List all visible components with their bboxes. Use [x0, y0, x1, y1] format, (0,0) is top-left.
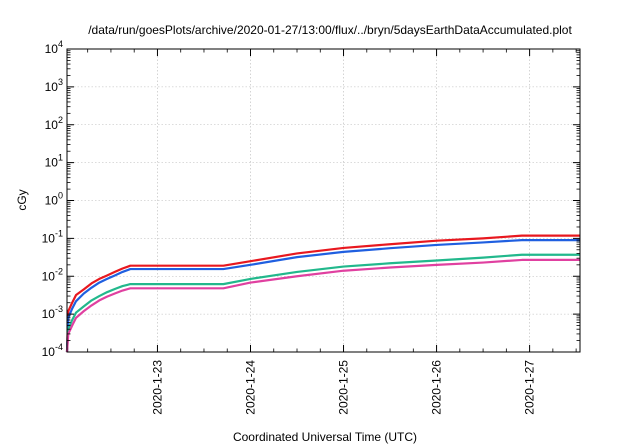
y-tick-label: 103 [45, 77, 63, 94]
y-tick-label: 10-3 [42, 304, 63, 321]
series-line-2 [65, 239, 580, 353]
x-axis-label: Coordinated Universal Time (UTC) [233, 430, 417, 444]
series-line-1 [65, 234, 580, 353]
x-tick-label: 2020-1-24 [243, 360, 257, 415]
y-axis-label: cGy [15, 189, 29, 210]
x-tick-label: 2020-1-25 [337, 360, 351, 415]
chart-title: /data/run/goesPlots/archive/2020-01-27/1… [88, 23, 572, 37]
y-tick-label: 10-1 [42, 228, 63, 245]
y-tick-label: 10-2 [42, 266, 63, 283]
y-tick-label: 101 [45, 153, 63, 170]
y-tick-label: 100 [45, 191, 63, 208]
series-layer [65, 234, 580, 353]
x-tick-label: 2020-1-23 [150, 360, 164, 415]
x-tick-label: 2020-1-26 [430, 360, 444, 415]
series-line-3 [65, 253, 580, 353]
y-axis-ticks: 10-4 10-3 10-2 10-1 100 101 102 103 104 [42, 39, 580, 359]
x-tick-label: 2020-1-27 [523, 360, 537, 415]
y-tick-label: 102 [45, 115, 63, 132]
y-tick-label: 104 [45, 39, 63, 56]
grid [67, 49, 580, 352]
x-axis-ticks: 2020-1-23 2020-1-24 2020-1-25 2020-1-26 2020… [87, 49, 577, 415]
series-line-4 [65, 258, 580, 353]
y-tick-label: 10-4 [42, 342, 63, 359]
